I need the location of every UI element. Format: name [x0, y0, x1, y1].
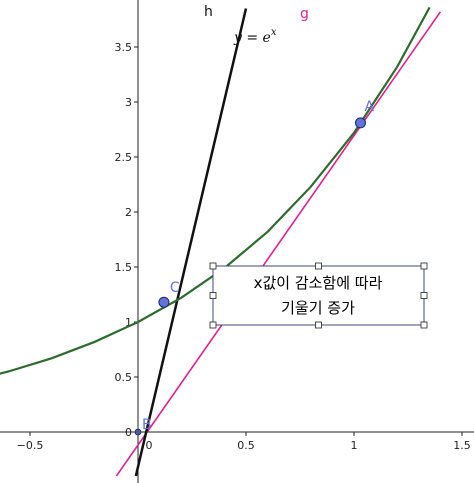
y-tick-label: 0 [125, 426, 132, 439]
x-tick-label: −0.5 [17, 439, 44, 452]
equation-base: y = e [233, 30, 271, 46]
point-A[interactable] [354, 117, 366, 129]
y-tick-label: 2.5 [115, 151, 133, 164]
x-tick-label: 0 [146, 439, 153, 452]
x-tick-label: 0.5 [237, 439, 255, 452]
series-label-g: g [300, 6, 309, 22]
y-tick-label: 0.5 [115, 371, 133, 384]
series-group [0, 6, 442, 477]
point-C[interactable] [158, 296, 170, 308]
resize-handle[interactable] [420, 292, 428, 299]
resize-handle[interactable] [315, 262, 322, 270]
annotation-line-2: 기울기 증가 [281, 299, 355, 317]
series-label-h: h [204, 4, 213, 20]
resize-handle[interactable] [209, 262, 217, 270]
point-label-C: C [170, 280, 180, 296]
axis-ticks: −1−0.500.511.522.5300.511.522.533.5 [17, 41, 471, 452]
annotation-handles [209, 262, 428, 329]
annotation-box[interactable]: x값이 감소함에 따라 기울기 증가 [209, 262, 428, 329]
x-tick-label: 1 [351, 439, 358, 452]
point-label-A: A [364, 99, 374, 115]
y-tick-label: 2 [125, 206, 132, 219]
resize-handle[interactable] [209, 292, 217, 299]
y-tick-label: 1.5 [115, 261, 133, 274]
point-label-B: B [142, 417, 152, 433]
curve-equation-label: y = ex [233, 27, 277, 46]
labels-group: h g y = ex [204, 4, 309, 46]
resize-handle[interactable] [315, 321, 322, 329]
points-group: A B C [134, 99, 374, 436]
annotation-line-1: x값이 감소함에 따라 [254, 274, 383, 292]
y-tick-label: 3.5 [115, 41, 133, 54]
y-tick-label: 3 [125, 96, 132, 109]
resize-handle[interactable] [420, 321, 428, 329]
y-tick-label: 1 [125, 316, 132, 329]
equation-exponent: x [271, 27, 277, 38]
resize-handle[interactable] [420, 262, 428, 270]
series-line-h [134, 8, 248, 477]
point-B[interactable] [134, 428, 142, 436]
annotation-frame [212, 265, 425, 326]
series-curve-exp [0, 6, 431, 375]
series-line-g [115, 11, 442, 477]
resize-handle[interactable] [209, 321, 217, 329]
x-tick-label: 1.5 [453, 439, 471, 452]
